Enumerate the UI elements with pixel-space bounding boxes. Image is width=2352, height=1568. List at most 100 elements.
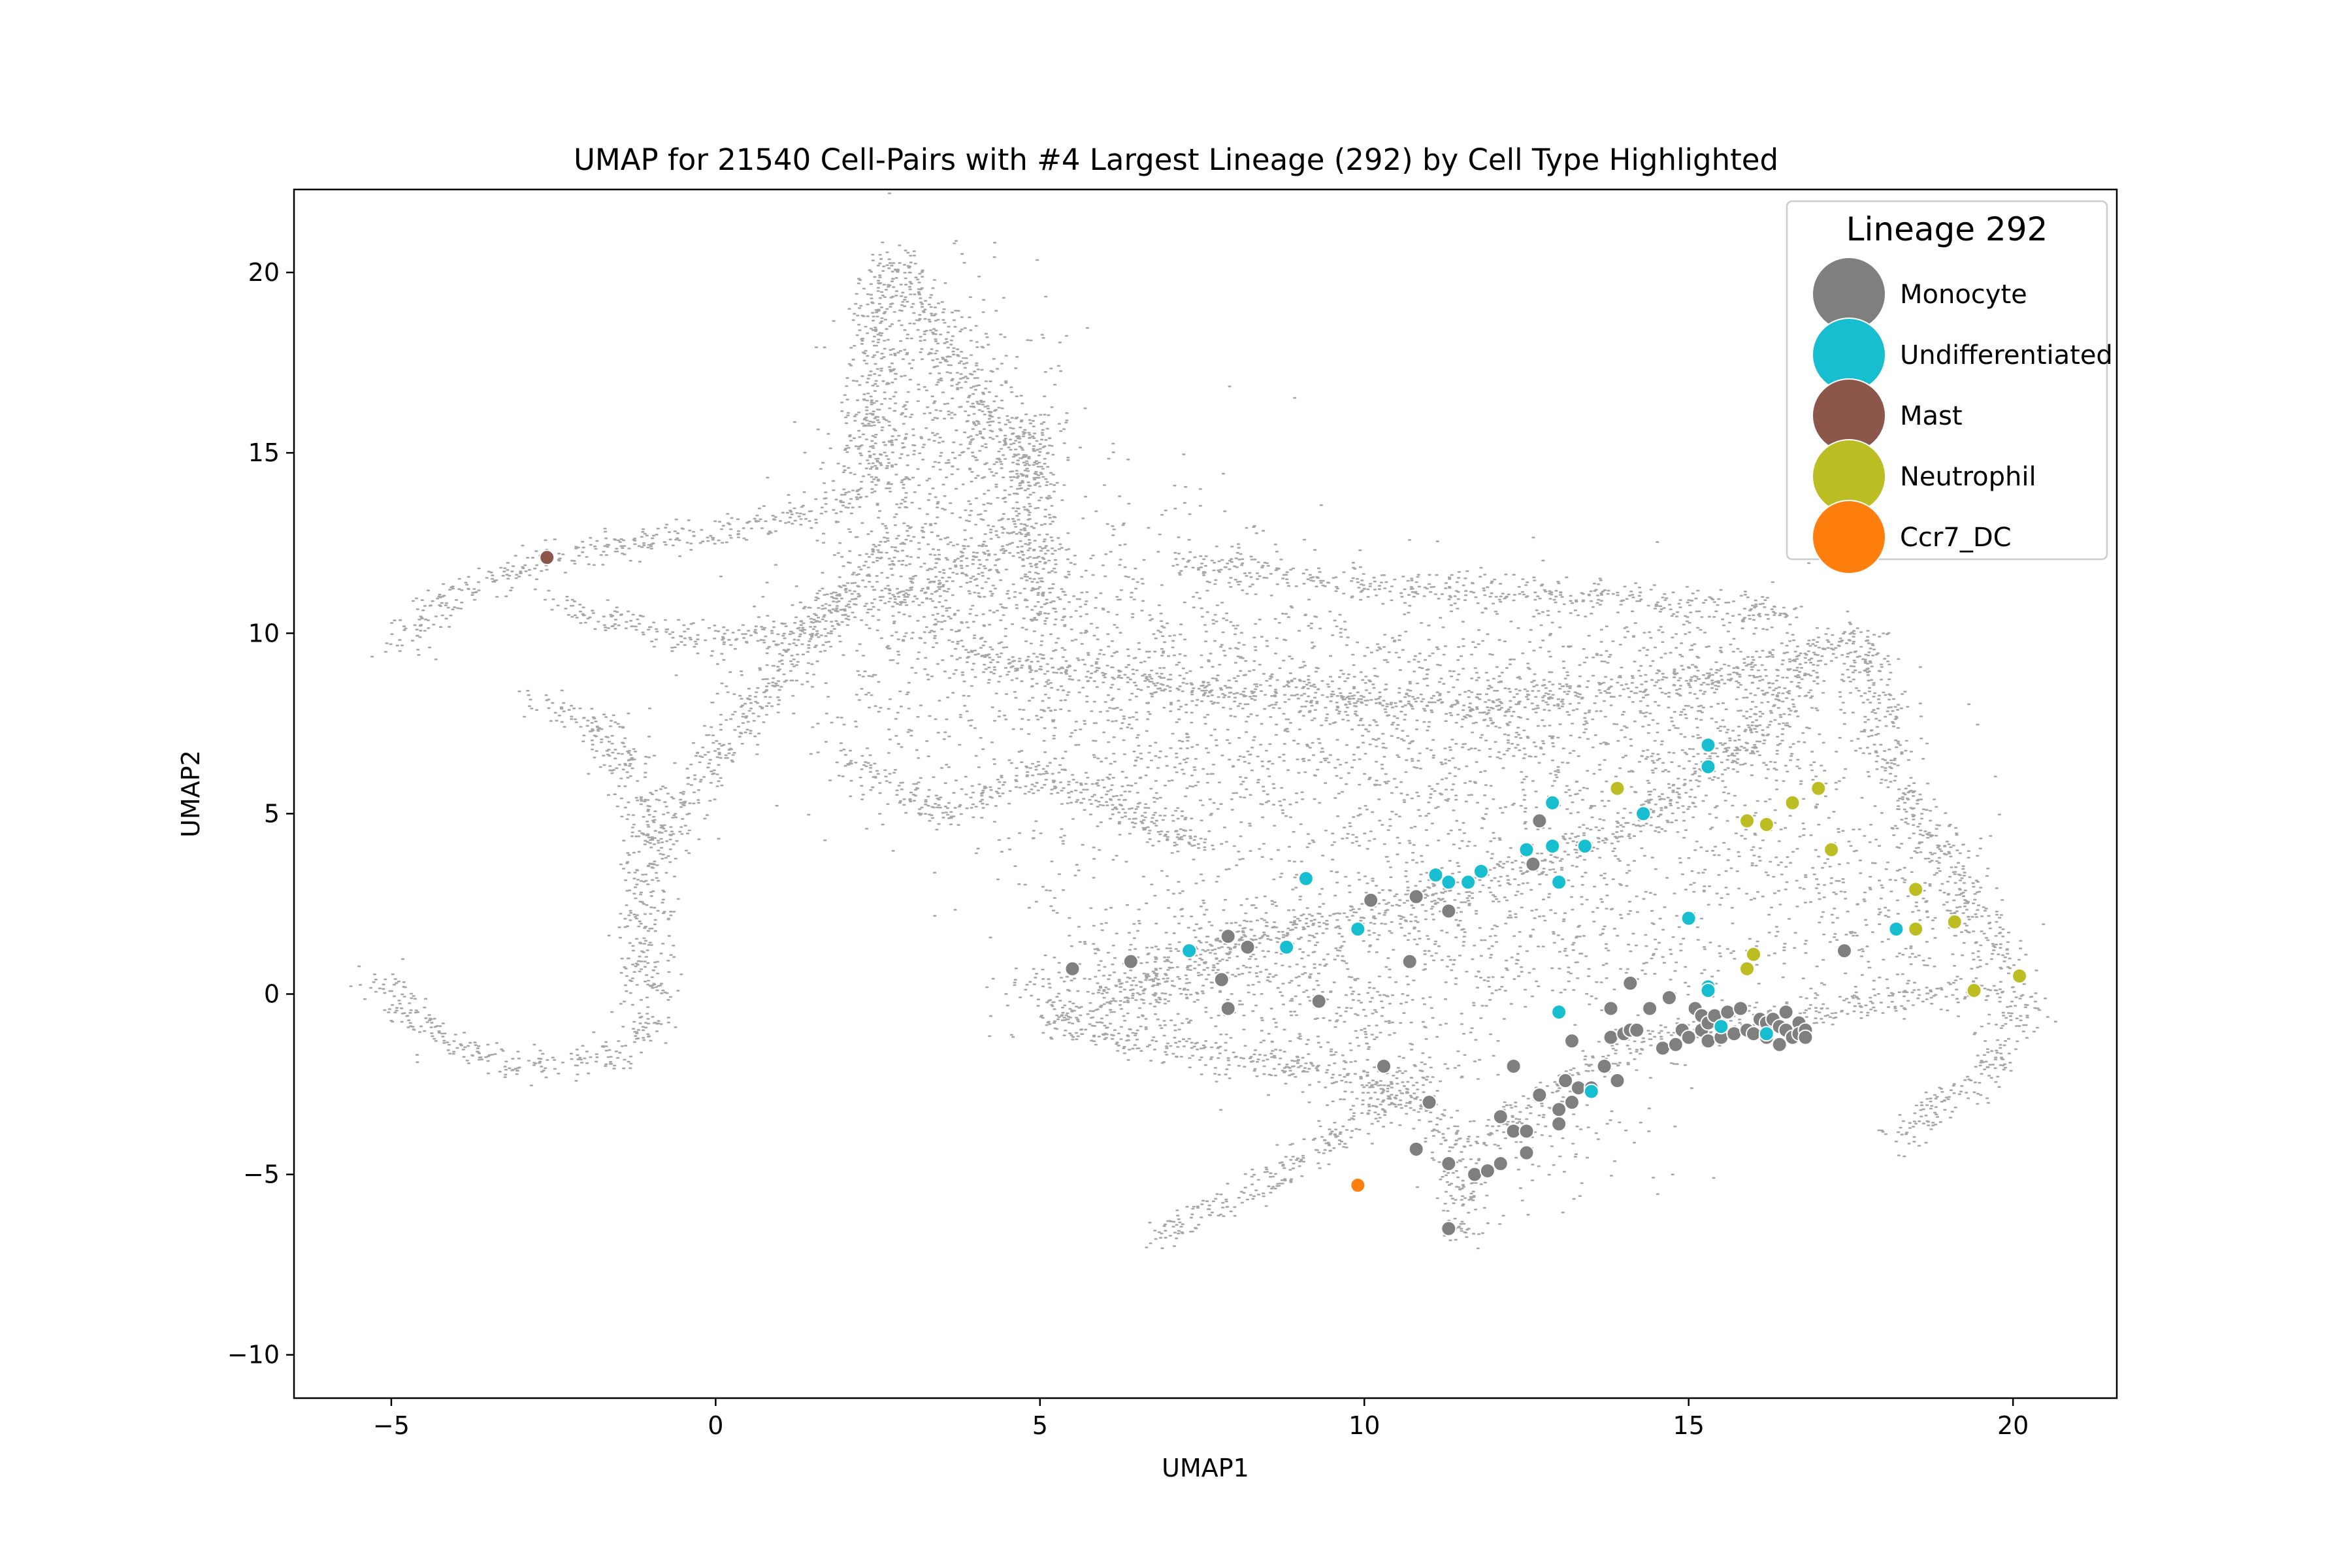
y-tick-label: −10: [227, 1341, 280, 1369]
legend-items: Monocyte Undifferentiated Mast Neutrophil Cc…: [1812, 257, 2113, 574]
data-point: [1408, 1141, 1424, 1157]
series-monocyte: [1064, 813, 1852, 1237]
data-point: [1700, 982, 1716, 998]
data-point: [1350, 1177, 1366, 1194]
data-point: [1629, 1022, 1645, 1038]
data-point: [1279, 939, 1295, 955]
data-point: [1408, 889, 1424, 905]
data-point: [1551, 1004, 1567, 1021]
data-point: [1551, 1116, 1567, 1132]
data-point: [1311, 993, 1327, 1009]
legend-label-undifferentiated: Undifferentiated: [1900, 340, 2113, 370]
data-point: [2012, 968, 2028, 984]
legend-label-monocyte: Monocyte: [1900, 280, 2027, 310]
x-tick-label: 5: [1032, 1411, 1048, 1440]
data-point: [1525, 856, 1541, 872]
data-point: [1122, 953, 1139, 970]
data-point: [1946, 914, 1963, 930]
data-point: [1966, 982, 1982, 998]
data-point: [1518, 1145, 1535, 1161]
data-point: [1376, 1058, 1392, 1074]
data-point: [1680, 910, 1697, 926]
data-point: [1823, 841, 1840, 858]
highlighted-cell-points: [539, 549, 2028, 1237]
background-cell-cloud: [349, 192, 2057, 1250]
data-point: [1492, 1156, 1509, 1172]
data-point: [1428, 867, 1444, 883]
data-point: [1784, 794, 1801, 811]
data-point: [1213, 972, 1230, 988]
data-point: [1350, 921, 1366, 938]
y-tick-label: 15: [248, 438, 280, 467]
data-point: [1531, 813, 1548, 829]
data-point: [1680, 1029, 1697, 1045]
data-point: [1492, 1109, 1509, 1125]
data-point: [1836, 943, 1852, 959]
data-point: [1713, 1019, 1729, 1035]
data-point: [1518, 1123, 1535, 1139]
data-point: [1739, 960, 1756, 977]
data-point: [1745, 946, 1761, 962]
y-tick-label: −5: [243, 1160, 280, 1189]
legend-marker-ccr7-dc: [1812, 500, 1886, 574]
y-axis: −10 −5 0 5 10 15 20: [227, 258, 294, 1369]
data-point: [1239, 939, 1256, 955]
data-point: [1726, 1026, 1742, 1042]
data-point: [1758, 816, 1774, 832]
y-tick-label: 5: [264, 799, 280, 828]
legend-title: Lineage 292: [1846, 210, 2048, 248]
data-point: [1544, 794, 1561, 811]
data-point: [1544, 838, 1561, 855]
data-point: [1603, 1000, 1619, 1017]
data-point: [1771, 1036, 1788, 1053]
data-point: [1551, 874, 1567, 890]
data-point: [1441, 1156, 1457, 1172]
data-point: [539, 549, 555, 566]
legend: Lineage 292 Monocyte Undifferentiated Mast…: [1786, 200, 2113, 574]
data-point: [1667, 1036, 1684, 1053]
data-point: [1758, 1026, 1774, 1042]
data-point: [1479, 1163, 1495, 1179]
data-point: [1700, 759, 1716, 775]
data-point: [1596, 1058, 1612, 1074]
data-point: [1745, 1026, 1761, 1042]
plot-area-frame: [293, 188, 2118, 1399]
data-point: [1733, 1000, 1749, 1017]
data-point: [1720, 1004, 1736, 1021]
y-tick-label: 20: [248, 258, 280, 287]
y-axis-label: UMAP2: [176, 750, 205, 838]
data-point: [1797, 1029, 1814, 1045]
series-undifferentiated: [1181, 737, 1904, 1100]
data-point: [1609, 1073, 1625, 1089]
series-neutrophil: [1609, 780, 2028, 998]
data-point: [1654, 1040, 1671, 1056]
data-point: [1700, 1033, 1716, 1049]
data-point: [1181, 943, 1198, 959]
x-tick-label: 0: [708, 1411, 723, 1440]
x-tick-label: 10: [1348, 1411, 1380, 1440]
data-point: [1603, 1029, 1619, 1045]
data-point: [1531, 1087, 1548, 1103]
data-point: [1570, 1080, 1586, 1096]
data-point: [1473, 863, 1489, 879]
data-point: [1622, 975, 1639, 991]
x-tick-label: 15: [1673, 1411, 1705, 1440]
data-point: [1551, 1102, 1567, 1118]
series-mast: [539, 549, 555, 566]
data-point: [1441, 874, 1457, 890]
data-point: [1739, 813, 1756, 829]
x-axis-label: UMAP1: [1162, 1454, 1249, 1482]
y-tick-label: 0: [264, 979, 280, 1008]
data-point: [1778, 1004, 1794, 1021]
data-point: [1558, 1073, 1574, 1089]
legend-label-mast: Mast: [1900, 401, 1963, 431]
data-point: [1441, 1220, 1457, 1237]
x-tick-label: −5: [373, 1411, 410, 1440]
data-point: [1505, 1058, 1522, 1074]
chart-title: UMAP for 21540 Cell-Pairs with #4 Larges…: [574, 142, 1778, 177]
data-point: [1810, 780, 1827, 796]
series-ccr7-dc: [1350, 1177, 1366, 1194]
data-point: [1583, 1083, 1599, 1100]
data-point: [1642, 1000, 1658, 1017]
data-point: [1700, 737, 1716, 753]
